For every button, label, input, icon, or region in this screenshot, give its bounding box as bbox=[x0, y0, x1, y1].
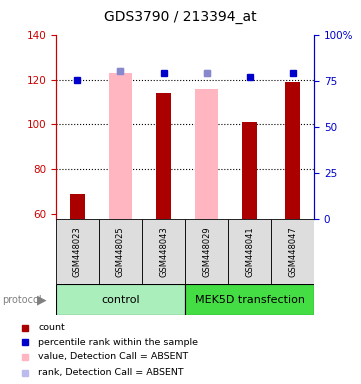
Bar bbox=[185, 284, 314, 315]
Text: GSM448023: GSM448023 bbox=[73, 226, 82, 277]
Text: GSM448025: GSM448025 bbox=[116, 226, 125, 277]
Text: GSM448047: GSM448047 bbox=[288, 226, 297, 277]
Text: protocol: protocol bbox=[2, 295, 42, 305]
Text: ▶: ▶ bbox=[37, 293, 46, 306]
Bar bbox=[56, 284, 185, 315]
Text: percentile rank within the sample: percentile rank within the sample bbox=[38, 338, 198, 347]
Text: GSM448043: GSM448043 bbox=[159, 226, 168, 277]
Text: MEK5D transfection: MEK5D transfection bbox=[195, 295, 305, 305]
Bar bbox=[156, 93, 171, 219]
Bar bbox=[70, 194, 85, 219]
Bar bbox=[185, 219, 228, 284]
Bar bbox=[142, 219, 185, 284]
Bar bbox=[228, 219, 271, 284]
Bar bbox=[109, 73, 132, 219]
Bar bbox=[285, 82, 300, 219]
Text: rank, Detection Call = ABSENT: rank, Detection Call = ABSENT bbox=[38, 368, 184, 377]
Bar bbox=[99, 219, 142, 284]
Text: count: count bbox=[38, 323, 65, 333]
Bar bbox=[56, 219, 99, 284]
Bar bbox=[271, 219, 314, 284]
Text: value, Detection Call = ABSENT: value, Detection Call = ABSENT bbox=[38, 352, 188, 361]
Text: GDS3790 / 213394_at: GDS3790 / 213394_at bbox=[104, 10, 257, 24]
Text: control: control bbox=[101, 295, 140, 305]
Bar bbox=[195, 88, 218, 219]
Text: GSM448041: GSM448041 bbox=[245, 226, 254, 277]
Bar bbox=[242, 122, 257, 219]
Text: GSM448029: GSM448029 bbox=[202, 226, 211, 277]
